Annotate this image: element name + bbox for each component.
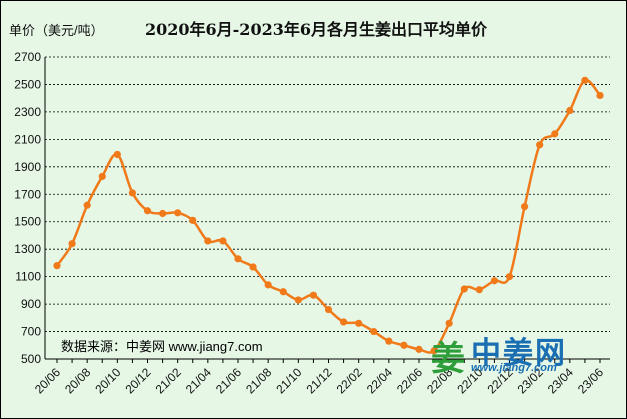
x-tick-label: 22/02 [334,365,365,396]
data-point [490,277,499,285]
data-point [204,237,212,245]
axes [44,57,610,363]
y-tick-label: 1900 [14,160,41,174]
logo-text: 中姜网 [471,336,567,371]
x-tick-label: 21/02 [153,365,184,396]
x-tick-label: 21/12 [303,365,334,396]
x-tick-label: 20/10 [92,365,123,396]
logo-url: www.jiang7.com [471,362,557,374]
y-tick-label: 1500 [14,215,41,229]
x-tick-label: 20/06 [32,365,63,396]
data-point [385,337,393,345]
y-tick-labels: 500 700 900 1100 1300 1500 1700 1900 2100 2300 250… [14,50,41,366]
logo-mark: 姜 [431,339,465,379]
data-point [189,216,197,224]
y-tick-label: 2100 [14,132,41,146]
data-point [294,296,302,304]
data-point [505,273,514,281]
data-point [596,91,604,100]
y-tick-label: 900 [21,297,41,311]
data-point [415,345,423,353]
data-point [113,150,121,159]
data-point [53,262,61,270]
data-point [83,201,91,209]
data-point [309,291,318,299]
data-point [174,209,182,217]
x-tick-label: 23/06 [575,365,606,396]
x-tick-label: 21/04 [183,365,214,396]
series-export-price [53,76,604,355]
y-tick-label: 700 [21,325,41,339]
chart-title: 2020年6月-2023年6月各月生姜出口平均单价 [145,20,487,39]
data-point [128,189,137,197]
data-point [339,318,348,326]
data-point [520,203,529,211]
y-tick-label: 1300 [14,242,41,256]
x-tick-label: 20/12 [122,365,153,396]
data-point [324,305,333,314]
data-point [536,141,544,149]
data-point [219,237,227,245]
data-point [475,286,483,294]
data-point [400,341,408,349]
data-point [264,281,272,289]
y-tick-label: 2300 [14,105,41,119]
x-tick-label: 22/06 [394,365,425,396]
data-point [355,319,363,327]
y-tick-label: 1100 [15,270,41,284]
y-tick-label: 2500 [14,77,41,91]
data-point [234,255,242,263]
data-point [430,347,438,355]
x-tick-label: 21/10 [273,365,304,396]
data-point [98,172,106,181]
data-point [279,288,287,296]
y-tick-label: 1700 [14,187,41,201]
data-point [249,263,257,271]
y-tick-label: 2700 [14,50,41,64]
data-point [581,76,589,84]
x-tick-label: 20/08 [62,365,93,396]
data-point [68,240,76,248]
data-point [158,209,167,218]
data-point [143,207,152,215]
y-axis-unit-label: 单价（美元/吨） [9,23,104,38]
x-tick-label: 21/08 [243,365,274,396]
data-point [460,285,468,293]
x-tick-label: 22/04 [364,365,395,396]
data-point [445,319,453,327]
data-point [566,106,574,115]
x-tick-label: 21/06 [213,365,244,396]
data-point [370,327,378,336]
data-point [551,130,559,138]
y-tick-label: 500 [21,352,41,366]
source-note: 数据来源：中姜网 www.jiang7.com [61,339,263,354]
